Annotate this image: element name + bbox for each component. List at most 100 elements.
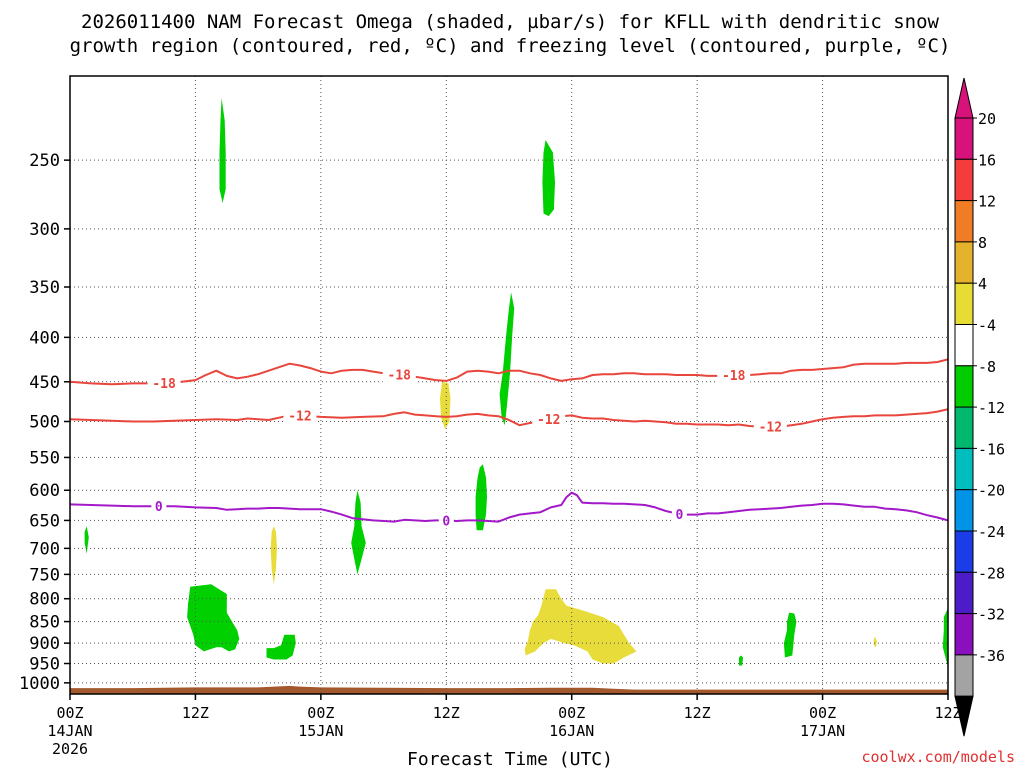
colorbar-segment-3 (954, 200, 974, 243)
y-tick-label-1000: 1000 (19, 674, 60, 694)
x-tick-label-12-1: 12Z (182, 704, 209, 722)
colorbar-label-10: -20 (978, 482, 1005, 500)
credit-text: coolwx.com/models (861, 748, 1015, 766)
x-tick-label-24-2: 15JAN (298, 722, 343, 740)
contour-label--18-1: -18 (152, 377, 176, 392)
omega-region-9 (783, 612, 797, 658)
y-tick-label-650: 650 (29, 511, 60, 531)
omega-region-8 (266, 634, 296, 660)
omega-region-3 (499, 292, 515, 426)
colorbar-label-6: -4 (978, 317, 996, 335)
colorbar-label-11: -24 (978, 523, 1005, 541)
y-tick-label-900: 900 (29, 634, 60, 654)
colorbar-label-13: -32 (978, 606, 1005, 624)
x-tick-label-0-3: 2026 (52, 740, 88, 758)
contour-label-bg (151, 498, 167, 515)
y-tick-label-550: 550 (29, 448, 60, 468)
plot-content: -18 -18 -18 -12 -12 -12 0 0 0 (70, 76, 948, 694)
omega-region-15 (873, 636, 877, 648)
contour-label-bg (717, 367, 751, 384)
contour-label-bg (671, 505, 687, 522)
x-tick-label-48-1: 00Z (558, 704, 585, 722)
colorbar-segment-2 (954, 158, 974, 202)
contour-label--12-3: -12 (759, 421, 782, 436)
omega-region-6 (84, 526, 89, 554)
colorbar-segment-10 (954, 489, 974, 532)
y-tick-label-850: 850 (29, 613, 60, 633)
omega-region-7 (187, 584, 240, 652)
contour-label-0-3: 0 (675, 508, 683, 523)
y-tick-label-750: 750 (29, 565, 60, 585)
omega-region-2 (542, 140, 555, 217)
x-tick-label-0-2: 14JAN (47, 722, 92, 740)
y-tick-label-400: 400 (29, 328, 60, 348)
colorbar-label-3: 12 (978, 193, 996, 211)
x-tick-label-0-1: 00Z (56, 704, 83, 722)
colorbar-segment-4 (954, 241, 974, 284)
contour-label-bg (438, 512, 454, 529)
contour-label-bg (283, 407, 317, 424)
plot-frame (69, 75, 949, 695)
contour-label-0-2: 0 (442, 514, 450, 529)
y-axis: 2503003504004505005506006507007508008509… (19, 151, 70, 694)
colorbar-segment-11 (954, 530, 974, 573)
contour-label--12-2: -12 (537, 413, 560, 428)
y-tick-label-300: 300 (29, 220, 60, 240)
x-tick-label-24-1: 00Z (307, 704, 334, 722)
colorbar-label-2: 16 (978, 151, 996, 169)
omega-region-5 (351, 490, 366, 575)
colorbar-label-5: 4 (978, 275, 987, 293)
colorbar-segment-1 (954, 117, 974, 160)
colorbar: 20 16 12 8 4 -4 -8 -12 -16 -20 -24 -28 -32 -36 (954, 77, 1005, 737)
y-tick-label-350: 350 (29, 278, 60, 298)
chart-title-line-2: growth region (contoured, red, ºC) and f… (70, 35, 951, 57)
colorbar-label-1: 20 (978, 110, 996, 128)
colorbar-label-4: 8 (978, 234, 987, 252)
omega-region-1 (219, 98, 226, 203)
colorbar-segment-6 (954, 324, 974, 367)
surface-fill (70, 685, 948, 694)
y-tick-label-500: 500 (29, 412, 60, 432)
colorbar-lower-triangle (954, 695, 974, 737)
colorbar-segment-13 (954, 613, 974, 656)
contour-line--18 (70, 358, 948, 386)
omega-region-14 (524, 589, 637, 664)
colorbar-segment-7 (954, 365, 974, 408)
x-tick-label-72-1: 00Z (809, 704, 836, 722)
contour-label-bg (147, 375, 181, 392)
y-tick-label-450: 450 (29, 373, 60, 393)
x-tick-label-72-2: 17JAN (800, 722, 845, 740)
y-tick-label-700: 700 (29, 539, 60, 559)
chart-title-line-1: 2026011400 NAM Forecast Omega (shaded, µ… (81, 11, 939, 33)
contour-line-0 (70, 491, 948, 523)
x-tick-label-48-2: 16JAN (549, 722, 594, 740)
contour-label--12-1: -12 (288, 409, 311, 424)
x-tick-label-84-1: 12Z (934, 704, 961, 722)
colorbar-segment-12 (954, 571, 974, 615)
colorbar-label-14: -36 (978, 647, 1005, 665)
colorbar-upper-triangle (954, 77, 974, 119)
contour-label-bg (532, 411, 566, 428)
colorbar-segment-9 (954, 447, 974, 491)
colorbar-label-8: -12 (978, 399, 1005, 417)
plot-area: -18 -18 -18 -12 -12 -12 0 0 0 (69, 75, 949, 695)
y-tick-label-800: 800 (29, 590, 60, 610)
omega-region-10 (739, 655, 744, 666)
contour-label-0-1: 0 (155, 500, 163, 515)
contour-label-bg (753, 418, 787, 435)
x-axis-label: Forecast Time (UTC) (407, 749, 613, 768)
x-tick-label-60-1: 12Z (684, 704, 711, 722)
contour-label--18-3: -18 (722, 369, 746, 384)
y-tick-label-950: 950 (29, 655, 60, 675)
y-tick-label-250: 250 (29, 151, 60, 171)
omega-region-4 (475, 464, 487, 531)
contour-label-bg (382, 366, 416, 383)
colorbar-segment-5 (954, 282, 974, 326)
colorbar-label-7: -8 (978, 358, 996, 376)
contour-line--12 (70, 408, 948, 428)
contour-label--18-2: -18 (388, 369, 412, 384)
colorbar-segment-8 (954, 406, 974, 449)
x-tick-label-36-1: 12Z (433, 704, 460, 722)
